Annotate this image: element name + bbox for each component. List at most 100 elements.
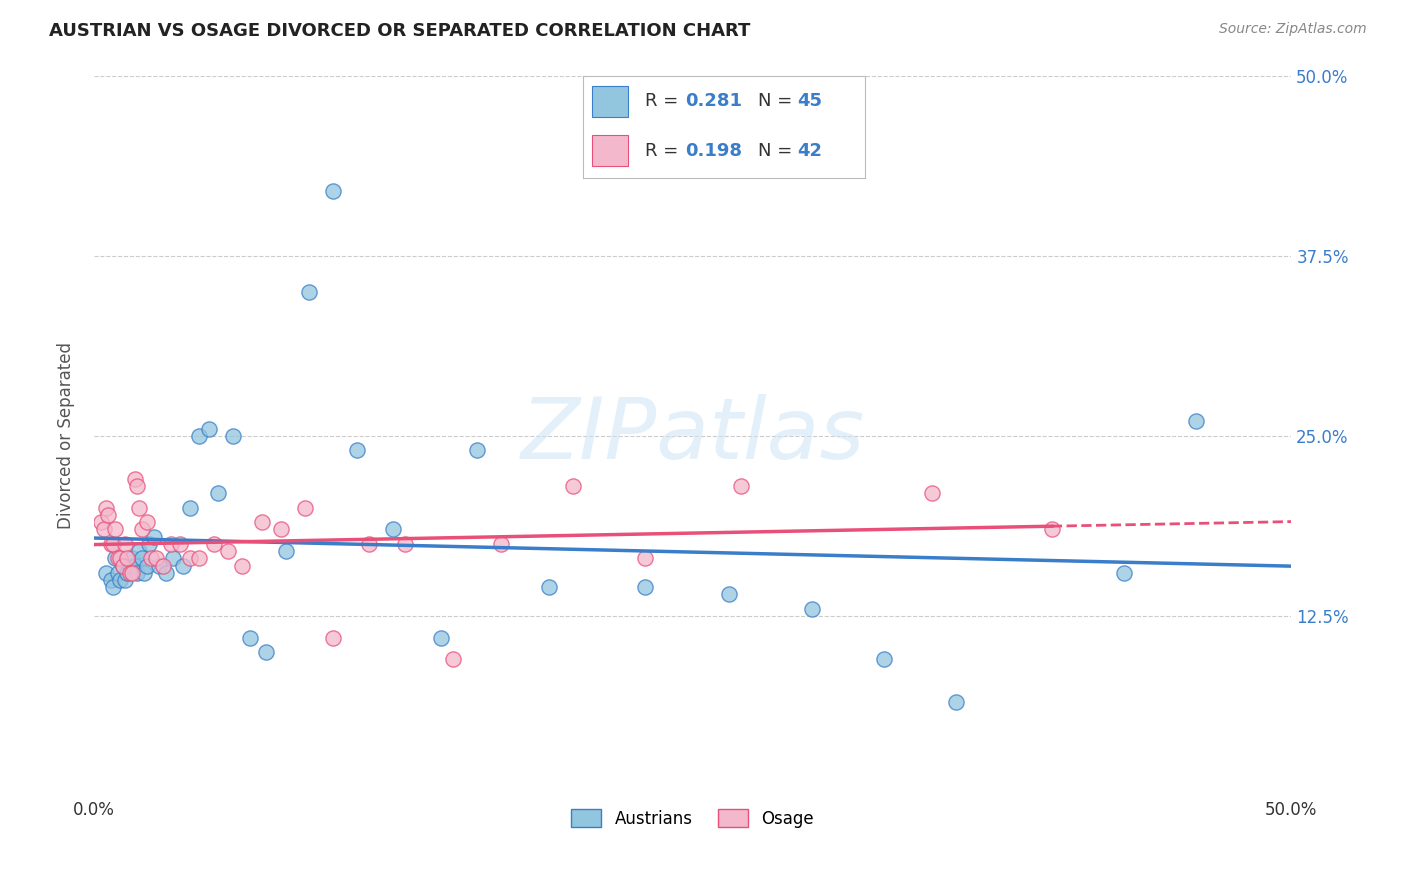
Text: N =: N = <box>758 142 797 160</box>
Point <box>111 558 134 573</box>
Point <box>152 558 174 573</box>
Point <box>231 558 253 573</box>
Text: 0.198: 0.198 <box>685 142 742 160</box>
Point <box>382 523 405 537</box>
Point <box>945 695 967 709</box>
Text: ZIPatlas: ZIPatlas <box>520 394 865 477</box>
Point <box>561 479 583 493</box>
Text: Source: ZipAtlas.com: Source: ZipAtlas.com <box>1219 22 1367 37</box>
Point <box>359 537 381 551</box>
Point <box>1040 523 1063 537</box>
Point <box>921 486 943 500</box>
Point <box>118 558 141 573</box>
Point <box>634 580 657 594</box>
Point <box>294 500 316 515</box>
Point <box>1112 566 1135 580</box>
Point <box>121 551 143 566</box>
Point <box>801 601 824 615</box>
Point <box>94 500 117 515</box>
Bar <box>592 136 628 166</box>
Point <box>634 551 657 566</box>
Point <box>125 479 148 493</box>
Point <box>179 500 201 515</box>
Point <box>138 537 160 551</box>
Point <box>125 566 148 580</box>
Point <box>104 551 127 566</box>
Point <box>101 580 124 594</box>
Point <box>111 558 134 573</box>
Point <box>537 580 560 594</box>
Point <box>254 645 277 659</box>
Point <box>159 537 181 551</box>
Point <box>100 537 122 551</box>
Point <box>141 551 163 566</box>
Point <box>93 523 115 537</box>
Point <box>169 537 191 551</box>
Point <box>134 566 156 580</box>
Point <box>239 631 262 645</box>
Point <box>110 573 132 587</box>
Point <box>145 551 167 566</box>
Point <box>162 551 184 566</box>
Point <box>121 566 143 580</box>
Point <box>128 544 150 558</box>
Point <box>1184 414 1206 428</box>
Point <box>94 566 117 580</box>
Point <box>322 631 344 645</box>
Point <box>107 551 129 566</box>
Point <box>135 558 157 573</box>
Point <box>217 544 239 558</box>
Point <box>250 516 273 530</box>
Point <box>441 652 464 666</box>
Point <box>198 421 221 435</box>
Y-axis label: Divorced or Separated: Divorced or Separated <box>58 343 75 529</box>
Point <box>202 537 225 551</box>
Point <box>270 523 292 537</box>
Point <box>148 558 170 573</box>
Point <box>100 573 122 587</box>
Point <box>90 516 112 530</box>
Point <box>346 443 368 458</box>
Point <box>489 537 512 551</box>
Point <box>172 558 194 573</box>
Point <box>188 429 211 443</box>
Point <box>117 551 139 566</box>
Point <box>97 508 120 522</box>
Point <box>142 530 165 544</box>
Point <box>222 429 245 443</box>
Point <box>873 652 896 666</box>
Point <box>298 285 321 299</box>
Text: R =: R = <box>645 93 685 111</box>
Point <box>394 537 416 551</box>
Point <box>124 558 146 573</box>
Point <box>128 500 150 515</box>
Text: N =: N = <box>758 93 797 111</box>
Point <box>114 537 136 551</box>
Text: R =: R = <box>645 142 685 160</box>
Text: 0.281: 0.281 <box>685 93 742 111</box>
Point <box>430 631 453 645</box>
Text: 45: 45 <box>797 93 823 111</box>
Point <box>465 443 488 458</box>
Point <box>131 551 153 566</box>
Bar <box>592 87 628 117</box>
Point <box>124 472 146 486</box>
Point <box>135 516 157 530</box>
Point <box>131 523 153 537</box>
Point <box>101 537 124 551</box>
Point <box>110 551 132 566</box>
Point <box>207 486 229 500</box>
Text: AUSTRIAN VS OSAGE DIVORCED OR SEPARATED CORRELATION CHART: AUSTRIAN VS OSAGE DIVORCED OR SEPARATED … <box>49 22 751 40</box>
Point <box>717 587 740 601</box>
Point <box>188 551 211 566</box>
Point <box>274 544 297 558</box>
Point <box>730 479 752 493</box>
Point <box>155 566 177 580</box>
Point <box>107 566 129 580</box>
Text: 42: 42 <box>797 142 823 160</box>
Legend: Austrians, Osage: Austrians, Osage <box>565 803 821 835</box>
Point <box>179 551 201 566</box>
Point <box>322 184 344 198</box>
Point <box>114 573 136 587</box>
Point <box>104 523 127 537</box>
